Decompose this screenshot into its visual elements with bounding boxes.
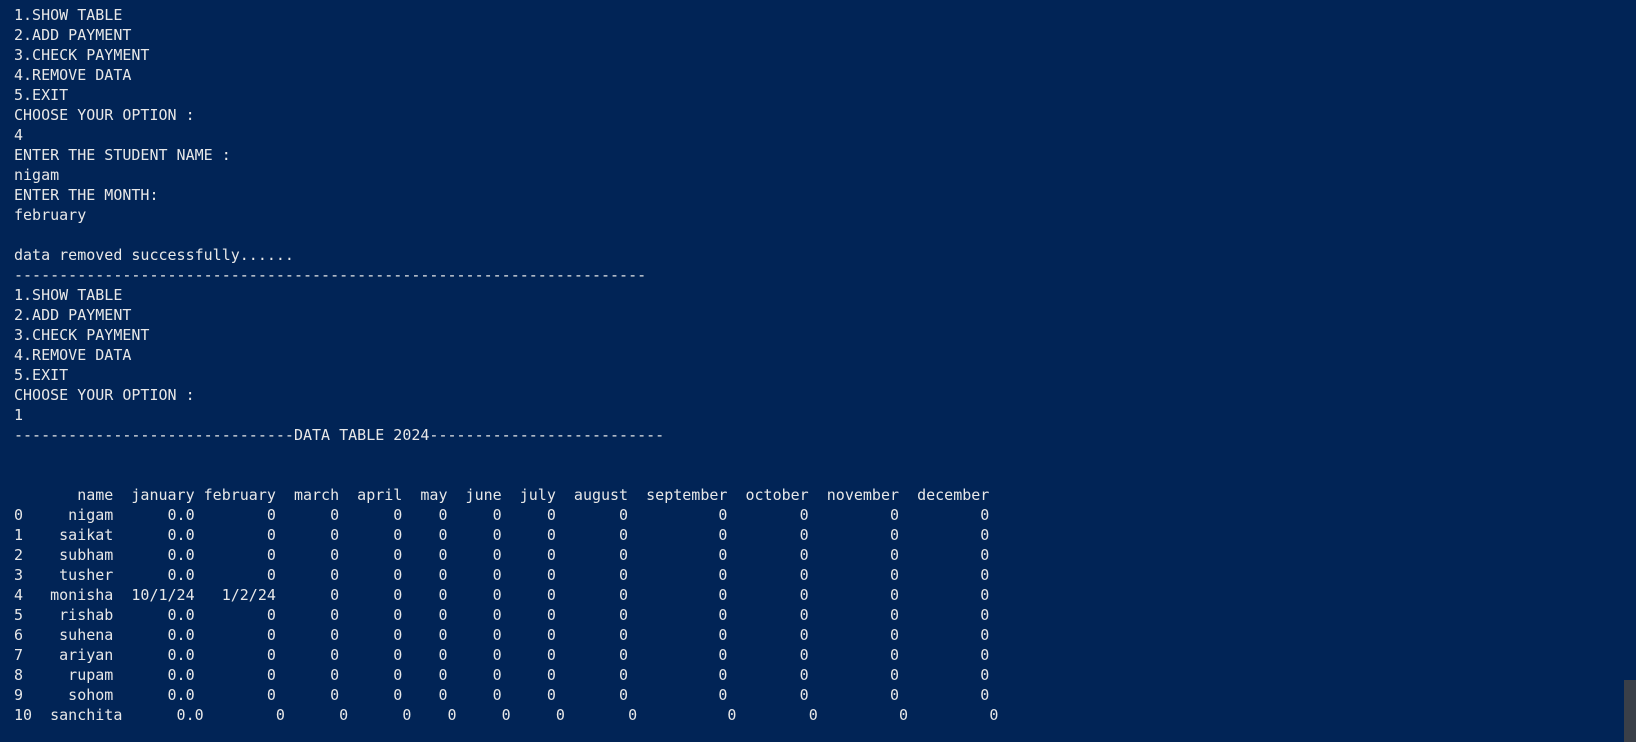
table-row: 2 subham 0.0 0 0 0 0 0 0 0 0 0 0 0 [14,546,990,564]
terminal-line: 4.REMOVE DATA [14,66,132,84]
terminal-line: -------------------------------DATA TABL… [14,426,665,444]
table-row: 9 sohom 0.0 0 0 0 0 0 0 0 0 0 0 0 [14,686,990,704]
table-row: 4 monisha 10/1/24 1/2/24 0 0 0 0 0 0 0 0… [14,586,990,604]
terminal-output: 1.SHOW TABLE 2.ADD PAYMENT 3.CHECK PAYME… [14,5,1636,725]
scrollbar-thumb[interactable] [1624,680,1636,742]
terminal-line: data removed successfully...... [14,246,294,264]
table-row: 6 suhena 0.0 0 0 0 0 0 0 0 0 0 0 0 [14,626,990,644]
terminal-line [14,465,1636,485]
table-row: 7 ariyan 0.0 0 0 0 0 0 0 0 0 0 0 0 [14,646,990,664]
table-row: 3 tusher 0.0 0 0 0 0 0 0 0 0 0 0 0 [14,566,990,584]
table-row: 5 rishab 0.0 0 0 0 0 0 0 0 0 0 0 0 [14,606,990,624]
table-row: 1 saikat 0.0 0 0 0 0 0 0 0 0 0 0 0 [14,526,990,544]
terminal-line [14,445,1636,465]
terminal-line: nigam [14,166,60,184]
terminal-line: ENTER THE MONTH: [14,186,159,204]
terminal-line: 4.REMOVE DATA [14,346,132,364]
terminal-line: 5.EXIT [14,86,69,104]
terminal-line: ----------------------------------------… [14,266,647,284]
terminal-line: CHOOSE YOUR OPTION : [14,106,195,124]
terminal-line: 3.CHECK PAYMENT [14,46,150,64]
terminal-line: 1.SHOW TABLE [14,6,123,24]
terminal-line [14,225,1636,245]
terminal-line: CHOOSE YOUR OPTION : [14,386,195,404]
terminal-line: 3.CHECK PAYMENT [14,326,150,344]
table-row: 8 rupam 0.0 0 0 0 0 0 0 0 0 0 0 0 [14,666,990,684]
terminal-line: 5.EXIT [14,366,69,384]
terminal-line: 2.ADD PAYMENT [14,306,132,324]
terminal-line: 2.ADD PAYMENT [14,26,132,44]
table-header-row: name january february march april may ju… [14,486,990,504]
terminal-line: ENTER THE STUDENT NAME : [14,146,231,164]
vertical-scrollbar[interactable] [1624,0,1636,742]
table-row: 10 sanchita 0.0 0 0 0 0 0 0 0 0 0 0 0 [14,706,999,724]
terminal-line: 4 [14,126,24,144]
terminal-line: february [14,206,87,224]
table-row: 0 nigam 0.0 0 0 0 0 0 0 0 0 0 0 0 [14,506,990,524]
terminal-line: 1.SHOW TABLE [14,286,123,304]
terminal-line: 1 [14,406,24,424]
